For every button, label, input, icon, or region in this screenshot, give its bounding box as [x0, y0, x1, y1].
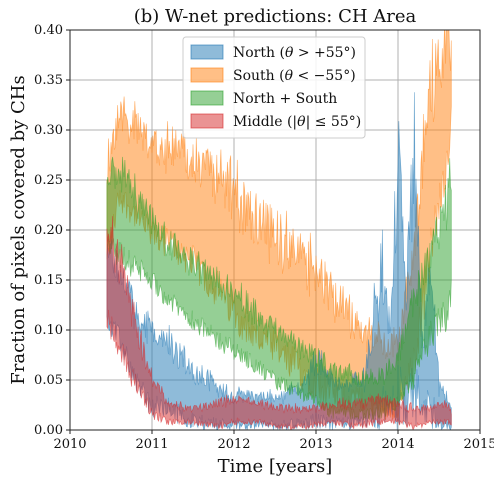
x-tick-label: 2015: [463, 437, 494, 452]
y-tick-label: 0.05: [34, 373, 63, 388]
legend-swatch-1: [190, 67, 224, 83]
legend-label-1: South (θ < −55°): [233, 68, 356, 84]
y-tick-label: 0.00: [34, 423, 63, 438]
series-band-2: [106, 156, 452, 421]
x-axis-ticks: 2010 2011 2012 2013 2014 2015: [53, 430, 494, 452]
y-tick-label: 0.30: [34, 123, 63, 138]
legend-label-part: > +55°): [293, 45, 356, 61]
legend-box: [182, 36, 366, 139]
x-tick-label: 2013: [299, 437, 332, 452]
y-tick-label: 0.15: [34, 273, 63, 288]
legend-label-part: North (: [233, 45, 285, 61]
legend-swatch-3: [190, 113, 224, 129]
y-tick-label: 0.10: [34, 323, 63, 338]
y-tick-label: 0.40: [34, 23, 63, 38]
legend-swatch-0: [190, 44, 224, 60]
y-axis-title: Fraction of pixels covered by CHs: [8, 75, 29, 384]
legend-label-3: Middle (|θ| ≤ 55°): [233, 114, 361, 130]
y-tick-label: 0.25: [34, 173, 63, 188]
series-band-3: [106, 216, 452, 430]
legend-label-2: North + South: [233, 91, 337, 107]
plot-data-area: [106, 30, 452, 430]
legend-label-part: | ≤ 55°): [306, 114, 362, 130]
legend-label-part: Middle (|: [233, 114, 297, 130]
chart-title: (b) W-net predictions: CH Area: [134, 6, 417, 27]
legend-swatch-2: [190, 90, 224, 106]
legend-label-part: θ: [297, 114, 306, 130]
legend: North (θ > +55°)South (θ < −55°)North + …: [182, 36, 366, 139]
x-axis-title: Time [years]: [218, 456, 333, 477]
x-tick-label: 2012: [217, 437, 250, 452]
legend-label-part: South (: [233, 68, 285, 84]
y-axis-ticks: 0.00 0.05 0.10 0.15 0.20 0.25 0.30 0.35 0.40: [34, 23, 70, 438]
x-tick-label: 2011: [135, 437, 168, 452]
y-tick-label: 0.20: [34, 223, 63, 238]
legend-label-part: θ: [285, 68, 294, 84]
x-tick-label: 2010: [53, 437, 86, 452]
legend-label-part: θ: [285, 45, 294, 61]
legend-label-part: North + South: [233, 91, 337, 107]
x-tick-label: 2014: [381, 437, 414, 452]
legend-label-part: < −55°): [293, 68, 356, 84]
y-tick-label: 0.35: [34, 73, 63, 88]
legend-label-0: North (θ > +55°): [233, 45, 356, 61]
